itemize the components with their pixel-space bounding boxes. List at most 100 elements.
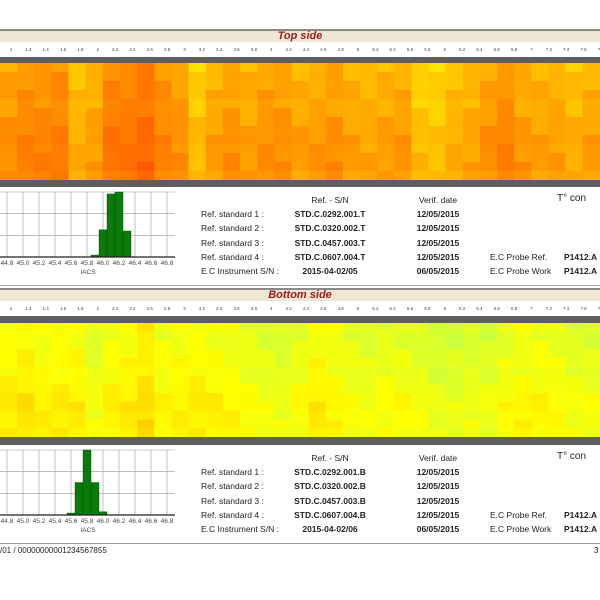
heatmap-cell	[137, 340, 155, 350]
axis-tick-label: 1.8	[77, 306, 84, 311]
heatmap-cell	[445, 393, 464, 403]
heatmap-cell	[240, 153, 258, 163]
heatmap-cell	[257, 108, 275, 118]
heatmap-cell	[394, 331, 412, 342]
heatmap-cell	[308, 99, 327, 109]
heatmap-cell	[120, 358, 138, 368]
heatmap-cell	[360, 90, 378, 100]
heatmap-cell	[394, 428, 412, 437]
heatmap-cell	[85, 81, 104, 91]
heatmap-cell	[428, 90, 447, 100]
heatmap-cell	[291, 90, 310, 100]
heatmap-cell	[120, 63, 138, 73]
heatmap-cell	[171, 108, 190, 118]
heatmap-cell	[68, 90, 87, 100]
heatmap-cell	[188, 171, 207, 180]
heatmap-cell	[34, 162, 52, 172]
heatmap-cell	[342, 99, 361, 109]
heatmap-cell	[308, 366, 327, 377]
heatmap-cell	[428, 72, 447, 82]
heatmap-cell	[360, 171, 378, 180]
heatmap-cell	[137, 393, 155, 403]
heatmap-cell	[308, 63, 327, 73]
heatmap-cell	[0, 340, 18, 350]
heatmap-cell	[325, 419, 344, 429]
heatmap-cell	[291, 401, 310, 412]
row-label: Ref. standard 1 :	[201, 467, 264, 477]
histogram-tick-label: 46.6	[144, 260, 158, 267]
heatmap-cell	[411, 99, 430, 109]
heatmap-cell	[480, 108, 498, 118]
heatmap-cell	[582, 340, 600, 350]
heatmap-cell	[377, 153, 395, 163]
heatmap-cell	[531, 108, 550, 118]
row-label: Ref. standard 2 :	[201, 223, 264, 234]
heatmap-cell	[582, 126, 600, 136]
heatmap-cell	[0, 108, 18, 118]
heatmap-cell	[394, 144, 412, 154]
heatmap-cell	[137, 144, 155, 154]
heatmap-cell	[377, 171, 395, 180]
axis-tick-label: 2	[96, 306, 100, 311]
heatmap-cell	[205, 358, 224, 368]
heatmap-cell	[497, 162, 515, 172]
heatmap-cell	[51, 393, 70, 403]
heatmap-cell	[257, 428, 275, 437]
heatmap-cell	[342, 384, 361, 394]
heatmap-cell	[120, 428, 138, 437]
heatmap-cell	[531, 323, 550, 333]
heatmap-cell	[360, 63, 378, 73]
heatmap-cell	[582, 63, 600, 73]
heatmap-cell	[360, 108, 378, 118]
heatmap-cell	[120, 90, 138, 100]
heatmap-cell	[497, 428, 515, 437]
heatmap-cell	[51, 108, 70, 118]
heatmap-cell	[154, 323, 172, 333]
heatmap-cell	[274, 401, 292, 412]
heatmap-cell	[240, 135, 258, 145]
heatmap-cell	[582, 331, 600, 342]
heatmap-cell	[85, 153, 104, 163]
heatmap-cell	[480, 401, 498, 412]
heatmap-cell	[257, 393, 275, 403]
heatmap-cell	[565, 375, 584, 385]
heatmap-cell	[274, 90, 292, 100]
heatmap-cell	[51, 428, 70, 437]
temperature-label: T° con	[557, 451, 587, 462]
heatmap-cell	[68, 331, 87, 342]
heatmap-cell	[51, 162, 70, 172]
bottom-heatmap-border-bottom	[0, 437, 600, 445]
axis-tick-label: 7.8	[597, 47, 600, 52]
heatmap-cell	[154, 384, 172, 394]
heatmap-cell	[17, 162, 35, 172]
heatmap-cell	[154, 108, 172, 118]
heatmap-cell	[462, 419, 481, 429]
heatmap-cell	[205, 419, 224, 429]
heatmap-cell	[445, 331, 464, 342]
heatmap-cell	[325, 99, 344, 109]
temperature-label: T° con	[557, 193, 587, 204]
axis-tick-label: 2.8	[164, 306, 171, 311]
heatmap-cell	[411, 90, 430, 100]
heatmap-cell	[325, 72, 344, 82]
top-info-table: Ref. - S/N Verif. date T° con Ref. standard…	[0, 189, 600, 284]
heatmap-cell	[411, 358, 430, 368]
heatmap-cell	[531, 144, 550, 154]
heatmap-cell	[0, 81, 18, 91]
heatmap-cell	[120, 331, 138, 342]
heatmap-cell	[445, 384, 464, 394]
heatmap-cell	[325, 144, 344, 154]
heatmap-cell	[582, 117, 600, 127]
heatmap-cell	[377, 63, 395, 73]
axis-tick-label: 5.8	[424, 47, 431, 52]
heatmap-cell	[222, 349, 241, 359]
heatmap-cell	[171, 419, 190, 429]
heatmap-cell	[222, 419, 241, 429]
heatmap-cell	[360, 401, 378, 412]
heatmap-cell	[205, 323, 224, 333]
heatmap-cell	[205, 162, 224, 172]
heatmap-cell	[514, 126, 532, 136]
heatmap-cell	[17, 410, 35, 420]
axis-tick-label: 3	[183, 47, 186, 52]
heatmap-cell	[480, 90, 498, 100]
